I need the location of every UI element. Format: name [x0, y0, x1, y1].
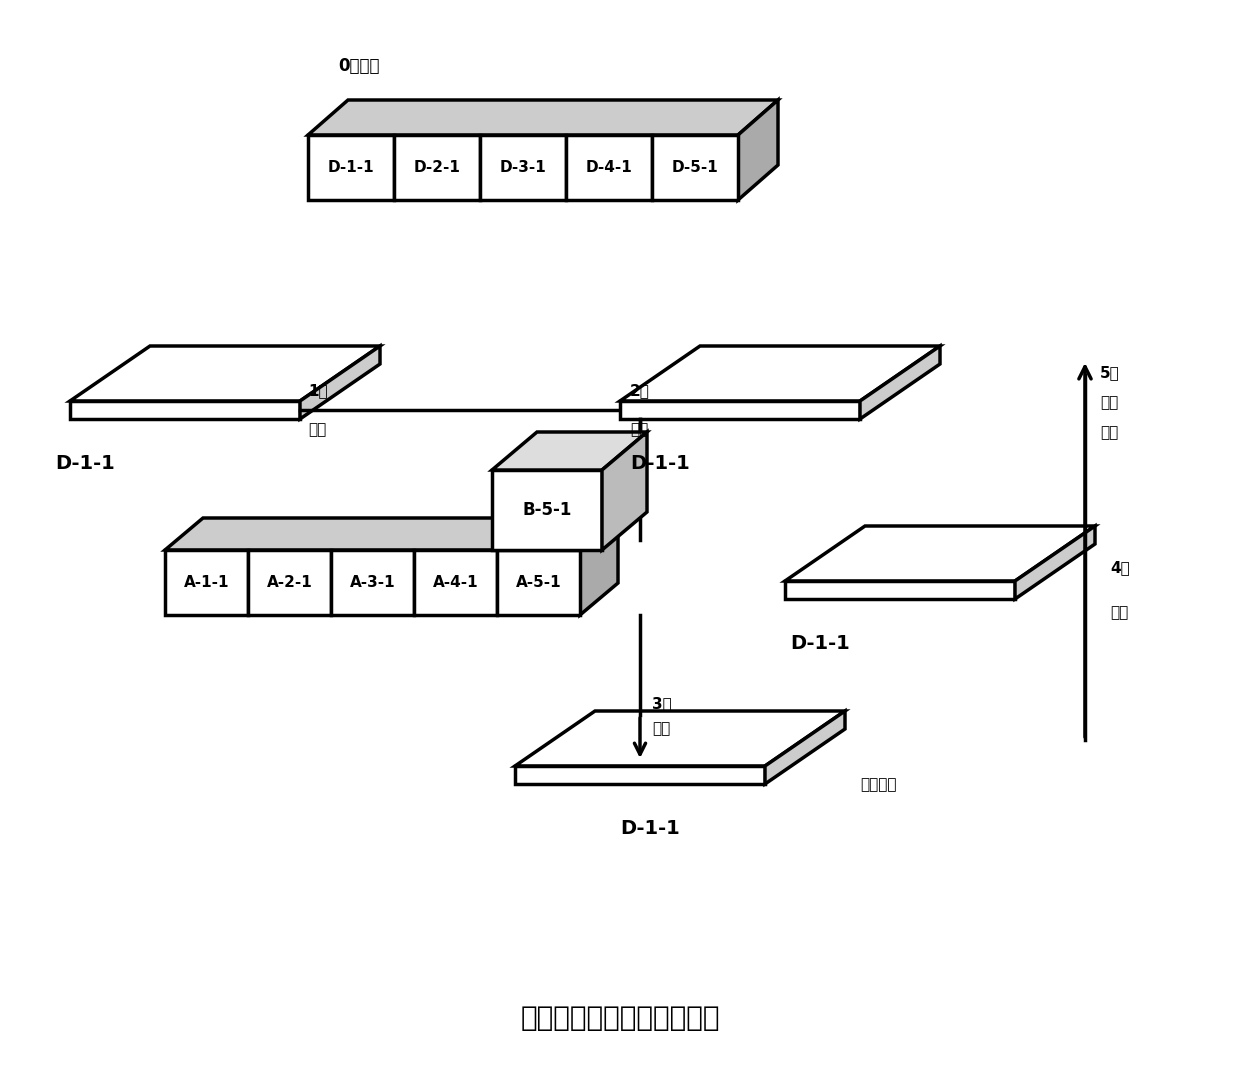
Polygon shape: [861, 346, 940, 419]
Text: D-1-1: D-1-1: [790, 635, 849, 653]
Text: 5位: 5位: [1100, 365, 1120, 380]
Polygon shape: [785, 526, 1095, 581]
Polygon shape: [165, 550, 248, 615]
Polygon shape: [515, 710, 844, 766]
Polygon shape: [248, 550, 331, 615]
Text: D-2-1: D-2-1: [414, 160, 460, 175]
Text: 出列: 出列: [308, 422, 326, 437]
Polygon shape: [765, 710, 844, 784]
Polygon shape: [1016, 526, 1095, 599]
Text: 1位: 1位: [308, 383, 327, 398]
Polygon shape: [620, 401, 861, 419]
Text: D-1-1: D-1-1: [327, 160, 374, 175]
Text: A-4-1: A-4-1: [433, 575, 479, 590]
Polygon shape: [492, 432, 647, 470]
Text: A-1-1: A-1-1: [184, 575, 229, 590]
Text: D-4-1: D-4-1: [585, 160, 632, 175]
Text: 地平: 地平: [652, 721, 671, 736]
Text: 二级载车体运行路线轨迹图: 二级载车体运行路线轨迹图: [521, 1004, 719, 1031]
Polygon shape: [308, 135, 394, 200]
Text: A-3-1: A-3-1: [350, 575, 396, 590]
Text: A-2-1: A-2-1: [267, 575, 312, 590]
Text: 升库: 升库: [1100, 395, 1118, 410]
Text: 补缺: 补缺: [1100, 425, 1118, 440]
Polygon shape: [497, 550, 580, 615]
Polygon shape: [580, 518, 618, 615]
Polygon shape: [308, 100, 777, 135]
Text: 2位: 2位: [630, 383, 650, 398]
Polygon shape: [738, 100, 777, 200]
Polygon shape: [652, 135, 738, 200]
Text: D-3-1: D-3-1: [500, 160, 547, 175]
Polygon shape: [601, 432, 647, 550]
Polygon shape: [480, 135, 565, 200]
Polygon shape: [394, 135, 480, 200]
Text: 退后: 退后: [630, 422, 649, 437]
Text: 0位车库: 0位车库: [339, 57, 379, 75]
Polygon shape: [414, 550, 497, 615]
Text: A-5-1: A-5-1: [516, 575, 562, 590]
Polygon shape: [492, 470, 601, 550]
Text: D-1-1: D-1-1: [630, 454, 689, 473]
Text: 3位: 3位: [652, 696, 672, 710]
Polygon shape: [620, 346, 940, 401]
Text: B-5-1: B-5-1: [522, 501, 572, 519]
Text: D-5-1: D-5-1: [672, 160, 718, 175]
Polygon shape: [785, 581, 1016, 599]
Polygon shape: [565, 135, 652, 200]
Polygon shape: [331, 550, 414, 615]
Text: 出车载车: 出车载车: [861, 778, 897, 793]
Text: D-1-1: D-1-1: [55, 454, 115, 473]
Text: D-1-1: D-1-1: [620, 819, 680, 838]
Polygon shape: [515, 766, 765, 784]
Polygon shape: [300, 346, 379, 419]
Polygon shape: [69, 346, 379, 401]
Text: 4位: 4位: [1110, 560, 1130, 575]
Text: 进库: 进库: [1110, 605, 1128, 620]
Polygon shape: [69, 401, 300, 419]
Polygon shape: [165, 518, 618, 550]
